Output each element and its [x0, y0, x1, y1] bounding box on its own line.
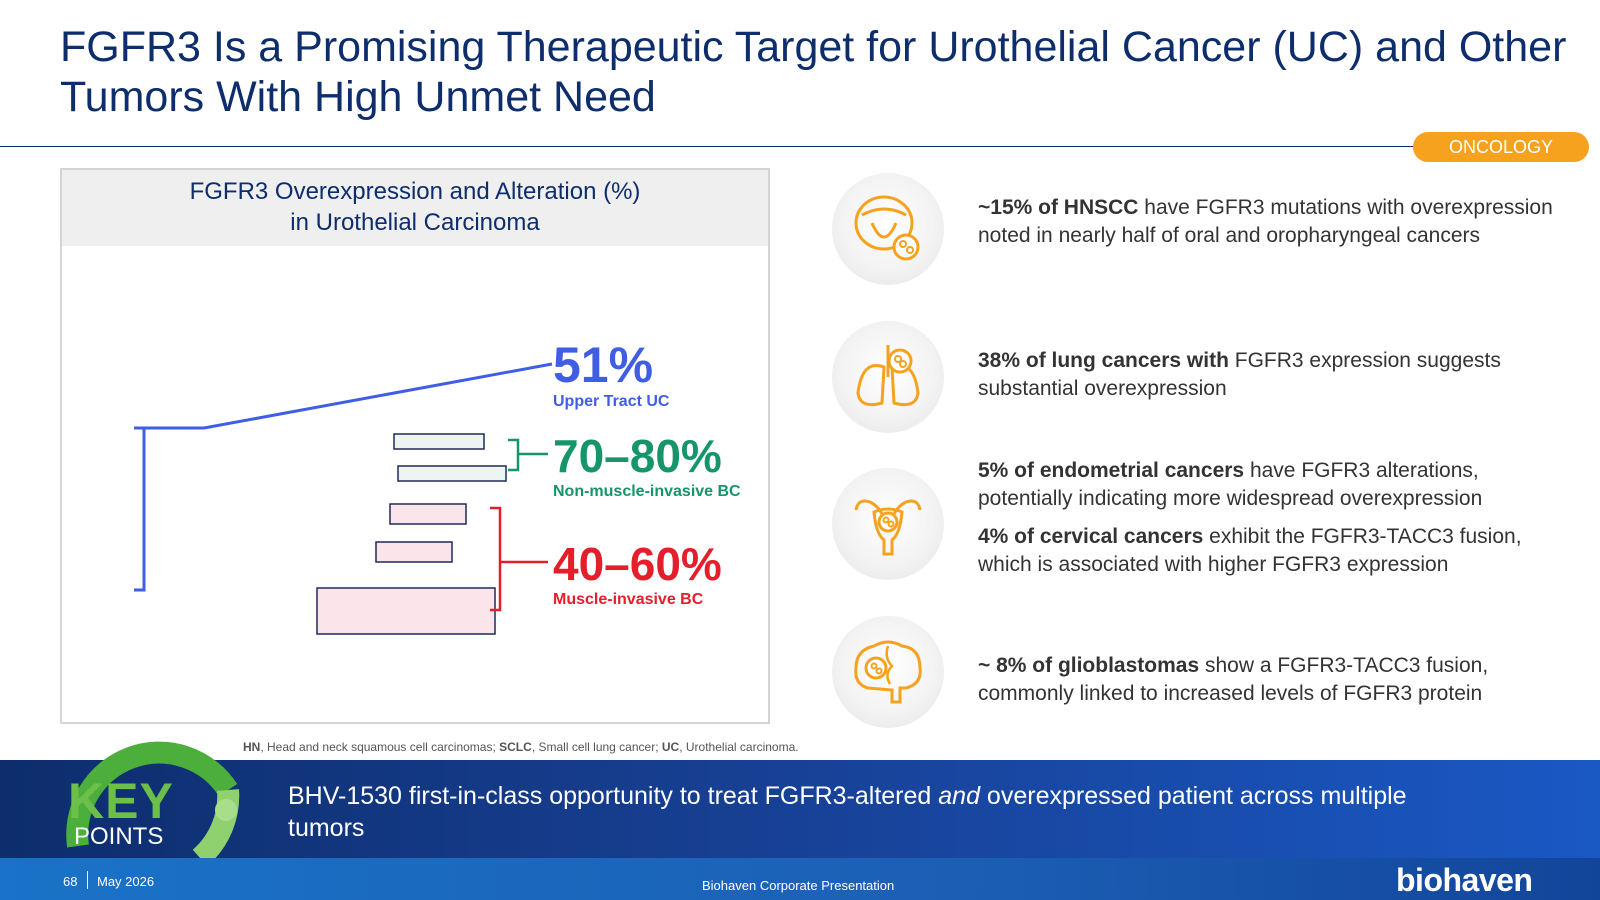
footnote-abbr-sclc: SCLC [499, 740, 532, 754]
biohaven-logo: biohaven [1396, 862, 1533, 898]
key-points-ring [66, 741, 240, 860]
footnote-def-sclc: , Small cell lung cancer; [531, 740, 662, 754]
bullet-endometrial-bold: 5% of endometrial cancers [978, 459, 1245, 482]
key-points-text: BHV-1530 first-in-class opportunity to t… [288, 780, 1438, 844]
urinary-tract-diagram: 51% Upper Tract UC 70–80% Non-muscle-inv… [134, 337, 741, 635]
uc-chart-panel: FGFR3 Overexpression and Alteration (%) … [60, 168, 770, 724]
bullet-cervical: 4% of cervical cancers exhibit the FGFR3… [978, 523, 1568, 579]
callout-value-mibc: 40–60% [553, 538, 722, 590]
bullet-lung: 38% of lung cancers with FGFR3 expressio… [978, 347, 1568, 403]
page-number: 68 [63, 874, 78, 889]
callout-label-upper: Upper Tract UC [553, 393, 670, 410]
footer-date: May 2026 [97, 874, 155, 889]
upper-tract-bracket [134, 426, 146, 592]
abbreviation-footnote: HN, Head and neck squamous cell carcinom… [243, 740, 799, 754]
mibc-bar-3 [316, 587, 496, 635]
footnote-def-uc: , Urothelial carcinoma. [679, 740, 799, 754]
footnote-abbr-uc: UC [661, 740, 680, 754]
footer-bar [0, 858, 1600, 900]
oncology-badge: ONCOLOGY [1413, 132, 1589, 162]
bullet-hnscc: ~15% of HNSCC have FGFR3 mutations with … [978, 194, 1568, 250]
footer-separator [87, 871, 88, 889]
bullet-cervical-text: exhibit the FGFR3-TACC3 fusion, which is… [978, 525, 1522, 576]
chart-header: FGFR3 Overexpression and Alteration (%) … [62, 170, 768, 246]
bullet-lung-bold: 38% of lung cancers with [978, 349, 1229, 372]
mouth-tumor-icon [832, 173, 944, 285]
mibc-bar-1 [389, 503, 467, 525]
callout-label-nmibc: Non-muscle-invasive BC [553, 483, 741, 500]
lungs-tumor-icon [832, 321, 944, 433]
mibc-bar-2 [375, 541, 453, 563]
mibc-bracket [490, 506, 502, 612]
bullet-glioblastoma-bold: ~ 8% of glioblastomas [978, 654, 1200, 677]
bullet-lung-text: FGFR3 expression suggests substantial ov… [978, 349, 1501, 400]
bullet-hnscc-text: have FGFR3 mutations with overexpression… [978, 196, 1553, 247]
nmibc-bar-1 [393, 433, 485, 450]
bullet-cervical-bold: 4% of cervical cancers [978, 525, 1204, 548]
chart-header-line2: in Urothelial Carcinoma [290, 209, 540, 236]
callout-value-upper: 51% [553, 337, 653, 393]
chart-header-line1: FGFR3 Overexpression and Alteration (%) [189, 178, 641, 205]
title-divider [0, 146, 1560, 147]
nmibc-bracket [508, 438, 520, 472]
footnote-abbr-hn: HN [243, 740, 261, 754]
bullet-endometrial-text: have FGFR3 alterations, potentially indi… [978, 459, 1483, 510]
brain-tumor-icon [832, 616, 944, 728]
points-label: POINTS [74, 823, 164, 850]
key-text-part1: BHV-1530 first-in-class opportunity to t… [288, 782, 939, 810]
nmibc-bar-2 [397, 465, 507, 482]
callout-label-mibc: Muscle-invasive BC [553, 591, 704, 608]
bullet-glioblastoma: ~ 8% of glioblastomas show a FGFR3-TACC3… [978, 652, 1568, 708]
key-text-part2: overexpressed patient across multiple tu… [288, 782, 1407, 842]
slide-title: FGFR3 Is a Promising Therapeutic Target … [60, 23, 1567, 121]
key-points-band [0, 760, 1600, 858]
bullet-glioblastoma-text: show a FGFR3-TACC3 fusion, commonly link… [978, 654, 1489, 705]
key-label: KEY [68, 773, 174, 829]
bullet-endometrial: 5% of endometrial cancers have FGFR3 alt… [978, 457, 1568, 513]
bullet-hnscc-bold: ~15% of HNSCC [978, 196, 1139, 219]
callout-value-nmibc: 70–80% [553, 430, 722, 482]
key-text-emphasis: and [938, 782, 980, 810]
uterus-tumor-icon [832, 468, 944, 580]
footer-presentation-name: Biohaven Corporate Presentation [702, 878, 895, 893]
footnote-def-hn: , Head and neck squamous cell carcinomas… [260, 740, 500, 754]
